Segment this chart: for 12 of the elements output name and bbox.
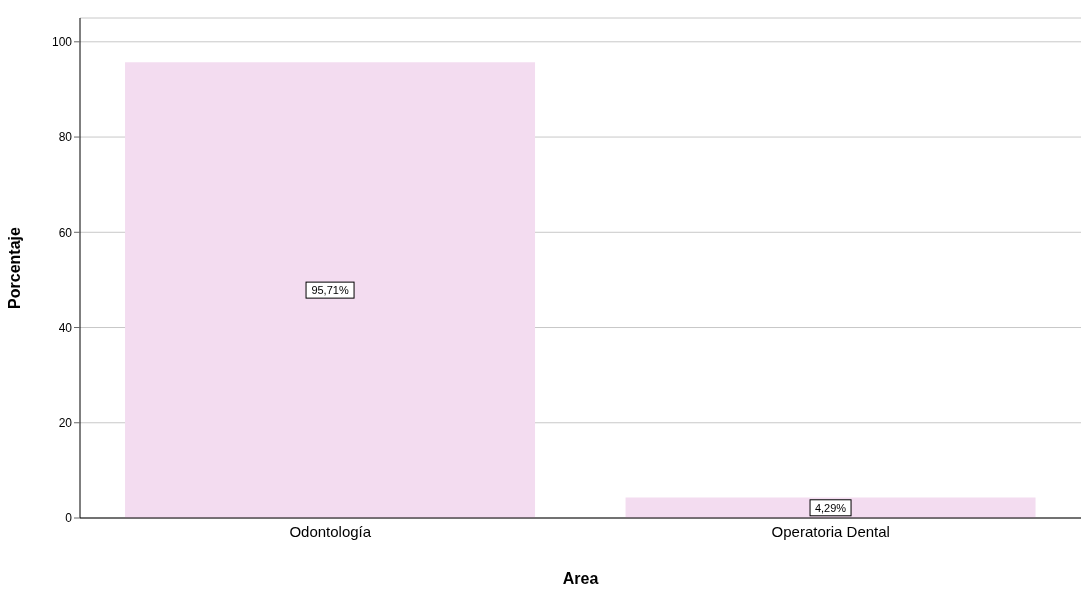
x-axis-title: Area [562,570,599,587]
data-label: 4,29% [814,501,847,514]
y-tick-label: 60 [58,225,73,240]
data-label: 95,71% [311,284,349,297]
y-tick-label: 100 [51,35,73,50]
y-axis-title: Porcentaje [5,226,23,309]
y-tick-label: 40 [58,320,73,335]
y-tick-label: 20 [58,416,73,431]
y-tick-label: 80 [58,130,73,145]
x-tick-label: Operatoria Dental [771,522,890,540]
y-tick-label: 0 [65,511,73,526]
x-tick-label: Odontología [289,522,372,540]
